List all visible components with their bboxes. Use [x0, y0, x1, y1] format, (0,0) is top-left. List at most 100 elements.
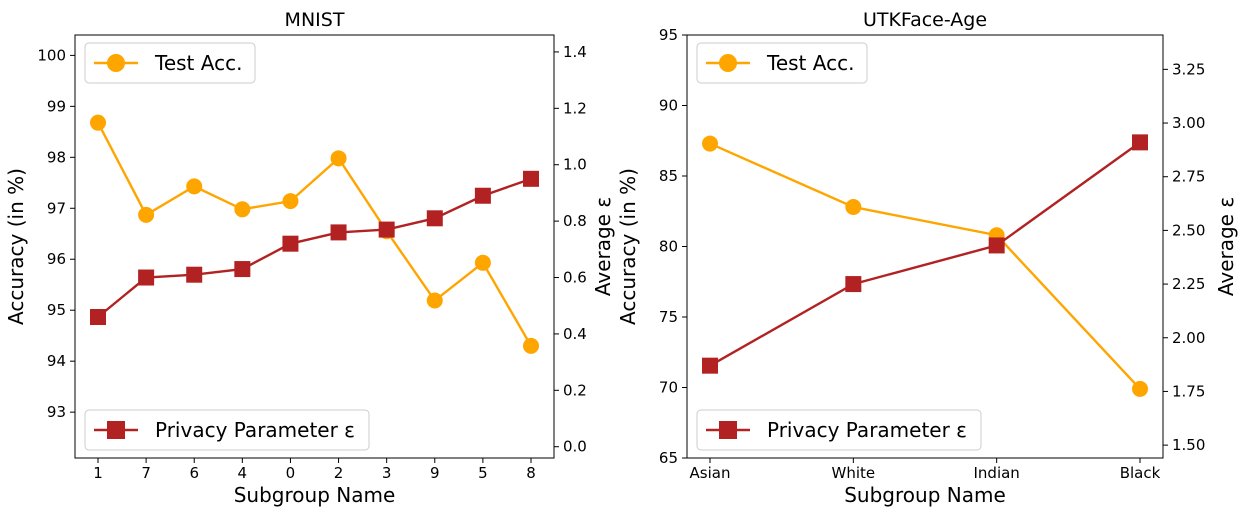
- legend-circle-marker: [107, 54, 125, 72]
- y2-tick-label: 1.50: [1172, 436, 1205, 454]
- legend-label: Test Acc.: [154, 51, 242, 75]
- y2-tick-label: 1.75: [1172, 382, 1205, 400]
- accuracy-point: [474, 254, 491, 271]
- chart-title: UTKFace-Age: [863, 9, 987, 31]
- legend-accuracy: Test Acc.: [84, 42, 256, 84]
- legend-box: [84, 409, 370, 451]
- y-tick-label: 90: [659, 97, 678, 115]
- legend-square-marker: [719, 421, 737, 439]
- y2-tick-label: 1.2: [563, 99, 587, 117]
- y2-tick-label: 0.2: [563, 381, 587, 399]
- x-tick-label: White: [832, 464, 876, 482]
- legend-label: Privacy Parameter ε: [155, 418, 355, 442]
- y-axis-label: Accuracy (in %): [4, 168, 28, 325]
- y2-tick-label: 0.6: [563, 269, 587, 287]
- y2-tick-label: 1.0: [563, 156, 587, 174]
- epsilon-point: [378, 221, 395, 238]
- legend-box: [696, 409, 982, 451]
- y-axis-label: Accuracy (in %): [616, 168, 640, 325]
- y-tick-label: 70: [659, 379, 678, 397]
- y-tick-label: 80: [659, 238, 678, 256]
- x-axis-label: Subgroup Name: [234, 483, 396, 507]
- x-tick-label: Indian: [974, 464, 1020, 482]
- y-tick-label: 95: [47, 301, 66, 319]
- epsilon-point: [1132, 134, 1148, 151]
- accuracy-point: [186, 178, 203, 195]
- epsilon-point: [426, 210, 443, 227]
- y-tick-label: 65: [659, 449, 678, 467]
- y2-axis-label: Average ε: [1214, 197, 1238, 296]
- x-tick-label: 0: [286, 464, 296, 482]
- accuracy-point: [234, 201, 251, 218]
- y-tick-label: 93: [47, 403, 66, 421]
- series-line-accuracy: [709, 142, 1141, 390]
- y2-tick-label: 2.00: [1172, 329, 1205, 347]
- epsilon-point: [474, 187, 491, 204]
- y-tick-label: 100: [37, 46, 66, 64]
- x-tick-label: 3: [382, 464, 392, 482]
- y2-tick-label: 0.8: [563, 212, 587, 230]
- x-tick-label: 1: [93, 464, 103, 482]
- epsilon-point: [186, 266, 203, 283]
- y-tick-label: 99: [47, 97, 66, 115]
- accuracy-point: [523, 337, 539, 354]
- legend-accuracy: Test Acc.: [696, 42, 868, 84]
- y-tick-label: 96: [47, 250, 66, 268]
- epsilon-point: [234, 261, 251, 278]
- accuracy-point: [845, 199, 862, 216]
- x-axis-label: Subgroup Name: [844, 483, 1006, 507]
- epsilon-point: [523, 170, 539, 187]
- x-tick-label: 2: [334, 464, 344, 482]
- series-line-epsilon: [97, 177, 532, 318]
- legend-epsilon: Privacy Parameter ε: [696, 409, 982, 451]
- y2-tick-label: 2.50: [1172, 221, 1205, 239]
- legend-label: Privacy Parameter ε: [767, 418, 967, 442]
- chart-2: UTKFace-Age 65 70 75 80 85 90 95 1.50 1.75 2.00 2.2…: [616, 9, 1238, 507]
- y-tick-label: 94: [47, 352, 66, 370]
- legend-circle-marker: [719, 54, 737, 72]
- x-tick-label: 8: [526, 464, 536, 482]
- x-tick-label: Black: [1120, 464, 1161, 482]
- legend-box: [84, 42, 256, 84]
- accuracy-point: [138, 206, 155, 223]
- legend-square-marker: [107, 421, 125, 439]
- series-line-epsilon: [709, 141, 1141, 367]
- epsilon-point: [90, 309, 106, 325]
- x-tick-label: 5: [478, 464, 488, 482]
- plot-frame: [686, 34, 1164, 459]
- y2-tick-label: 3.25: [1172, 60, 1205, 78]
- y2-axis-label: Average ε: [591, 197, 615, 296]
- y2-tick-label: 0.0: [563, 438, 587, 456]
- y2-tick-label: 1.4: [563, 43, 587, 61]
- x-tick-label: 4: [238, 464, 248, 482]
- y2-tick-label: 0.4: [563, 325, 587, 343]
- y-tick-label: 98: [47, 148, 66, 166]
- legend-label: Test Acc.: [766, 51, 854, 75]
- accuracy-point: [90, 114, 106, 131]
- y-tick-label: 85: [659, 167, 678, 185]
- legend-box: [696, 42, 868, 84]
- accuracy-point: [282, 193, 299, 210]
- legend-epsilon: Privacy Parameter ε: [84, 409, 370, 451]
- x-tick-label: 6: [189, 464, 199, 482]
- chart-title: MNIST: [285, 9, 345, 31]
- epsilon-point: [282, 235, 299, 252]
- y-tick-label: 95: [659, 26, 678, 44]
- accuracy-point: [330, 150, 347, 167]
- epsilon-point: [845, 276, 862, 293]
- y-tick-label: 97: [47, 199, 66, 217]
- accuracy-point: [1132, 380, 1148, 397]
- epsilon-point: [702, 357, 718, 374]
- accuracy-point: [426, 292, 443, 309]
- y2-tick-label: 3.00: [1172, 114, 1205, 132]
- y-tick-label: 75: [659, 308, 678, 326]
- plot-frame: [74, 34, 555, 459]
- epsilon-point: [138, 269, 155, 286]
- epsilon-point: [330, 224, 347, 241]
- accuracy-point: [702, 135, 718, 152]
- series-line-accuracy: [96, 122, 533, 347]
- x-tick-label: 9: [430, 464, 440, 482]
- y2-tick-label: 2.75: [1172, 168, 1205, 186]
- x-tick-label: 7: [141, 464, 151, 482]
